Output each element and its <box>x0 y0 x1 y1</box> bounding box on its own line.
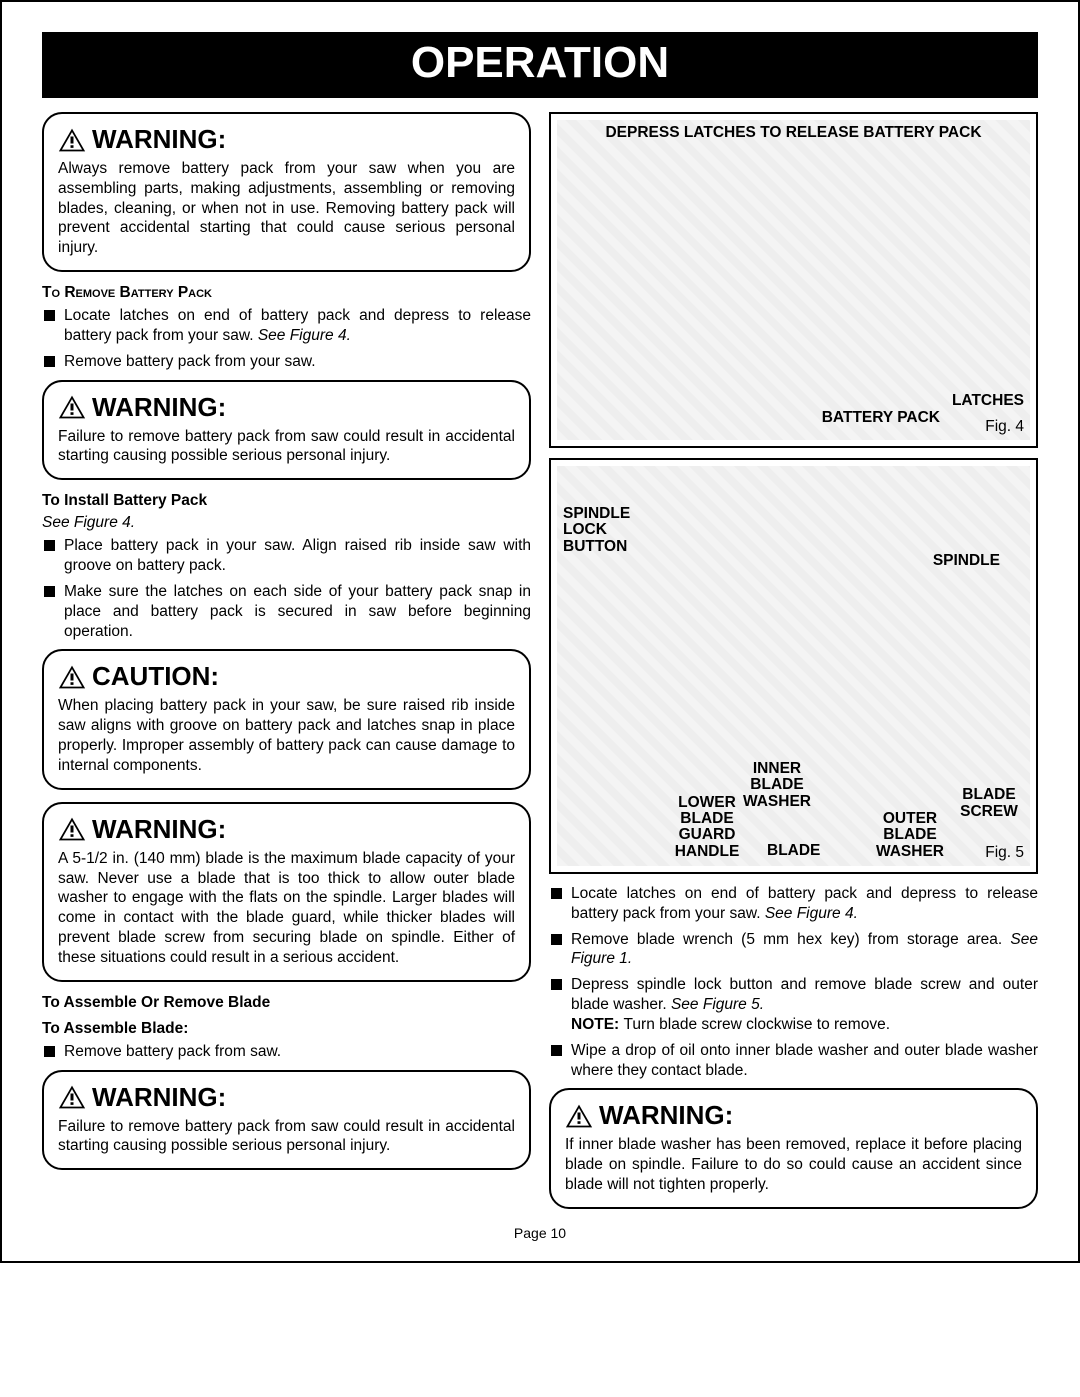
remove-battery-head: To Remove Battery Pack <box>42 284 531 302</box>
left-column: WARNING: Always remove battery pack from… <box>42 112 531 1209</box>
caution-text: When placing battery pack in your saw, b… <box>58 696 515 775</box>
alert-icon <box>58 394 86 420</box>
fig5-spindle-lock-label: SPINDLE LOCK BUTTON <box>563 506 643 555</box>
fig5-outer-washer-label: OUTER BLADE WASHER <box>870 811 950 860</box>
list-item: Remove battery pack from your saw. <box>42 352 531 372</box>
figure-4-illustration: DEPRESS LATCHES TO RELEASE BATTERY PACK … <box>557 120 1030 440</box>
fig4-caption: Fig. 4 <box>985 418 1024 436</box>
figure-4-box: DEPRESS LATCHES TO RELEASE BATTERY PACK … <box>549 112 1038 448</box>
list-item: Depress spindle lock button and remove b… <box>549 975 1038 1034</box>
list-item: Locate latches on end of battery pack an… <box>549 884 1038 924</box>
caution-box: CAUTION: When placing battery pack in yo… <box>42 649 531 789</box>
warning-box-3: WARNING: A 5-1/2 in. (140 mm) blade is t… <box>42 802 531 982</box>
warning-text: Always remove battery pack from your saw… <box>58 159 515 258</box>
warning-text: A 5-1/2 in. (140 mm) blade is the maximu… <box>58 849 515 968</box>
assemble-sub-head: To Assemble Blade: <box>42 1020 531 1038</box>
list-item: Make sure the latches on each side of yo… <box>42 582 531 641</box>
warning-text: Failure to remove battery pack from saw … <box>58 1117 515 1157</box>
fig4-top-label: DEPRESS LATCHES TO RELEASE BATTERY PACK <box>557 124 1030 141</box>
list-item: Remove blade wrench (5 mm hex key) from … <box>549 930 1038 970</box>
alert-icon <box>58 127 86 153</box>
fig5-spindle-label: SPINDLE <box>933 552 1000 570</box>
fig4-battery-label: BATTERY PACK <box>822 410 940 426</box>
warning-box-2: WARNING: Failure to remove battery pack … <box>42 380 531 481</box>
caution-label: CAUTION: <box>92 661 219 692</box>
warning-box-1: WARNING: Always remove battery pack from… <box>42 112 531 272</box>
install-battery-list: Place battery pack in your saw. Align ra… <box>42 536 531 641</box>
warning-label: WARNING: <box>92 814 226 845</box>
fig4-latches-label: LATCHES <box>952 392 1024 410</box>
assemble-remove-head: To Assemble Or Remove Blade <box>42 994 531 1012</box>
see-figure: See Figure 4. <box>42 514 531 532</box>
warning-text: If inner blade washer has been removed, … <box>565 1135 1022 1194</box>
warning-text: Failure to remove battery pack from saw … <box>58 427 515 467</box>
warning-label: WARNING: <box>599 1100 733 1131</box>
alert-icon <box>58 1084 86 1110</box>
warning-label: WARNING: <box>92 392 226 423</box>
figure-5-box: SPINDLE LOCK BUTTON SPINDLE INNER BLADE … <box>549 458 1038 874</box>
page: OPERATION WARNING: Always remove battery… <box>0 0 1080 1263</box>
warning-label: WARNING: <box>92 124 226 155</box>
remove-battery-list: Locate latches on end of battery pack an… <box>42 306 531 371</box>
alert-icon <box>58 664 86 690</box>
warning-label: WARNING: <box>92 1082 226 1113</box>
figure-5-illustration: SPINDLE LOCK BUTTON SPINDLE INNER BLADE … <box>557 466 1030 866</box>
fig5-blade-screw-label: BLADE SCREW <box>954 787 1024 820</box>
alert-icon <box>565 1103 593 1129</box>
right-column: DEPRESS LATCHES TO RELEASE BATTERY PACK … <box>549 112 1038 1209</box>
fig5-lower-guard-label: LOWER BLADE GUARD HANDLE <box>667 795 747 860</box>
right-bullet-list: Locate latches on end of battery pack an… <box>549 884 1038 1080</box>
warning-box-4: WARNING: Failure to remove battery pack … <box>42 1070 531 1171</box>
two-column-layout: WARNING: Always remove battery pack from… <box>42 112 1038 1209</box>
list-item: Wipe a drop of oil onto inner blade wash… <box>549 1041 1038 1081</box>
fig5-blade-label: BLADE <box>767 842 820 860</box>
fig5-inner-washer-label: INNER BLADE WASHER <box>737 761 817 810</box>
alert-icon <box>58 816 86 842</box>
page-number: Page 10 <box>42 1225 1038 1241</box>
warning-box-5: WARNING: If inner blade washer has been … <box>549 1088 1038 1208</box>
fig5-caption: Fig. 5 <box>985 844 1024 862</box>
install-battery-head: To Install Battery Pack <box>42 492 531 510</box>
list-item: Remove battery pack from saw. <box>42 1042 531 1062</box>
section-title: OPERATION <box>42 32 1038 98</box>
list-item: Place battery pack in your saw. Align ra… <box>42 536 531 576</box>
list-item: Locate latches on end of battery pack an… <box>42 306 531 346</box>
assemble-list: Remove battery pack from saw. <box>42 1042 531 1062</box>
